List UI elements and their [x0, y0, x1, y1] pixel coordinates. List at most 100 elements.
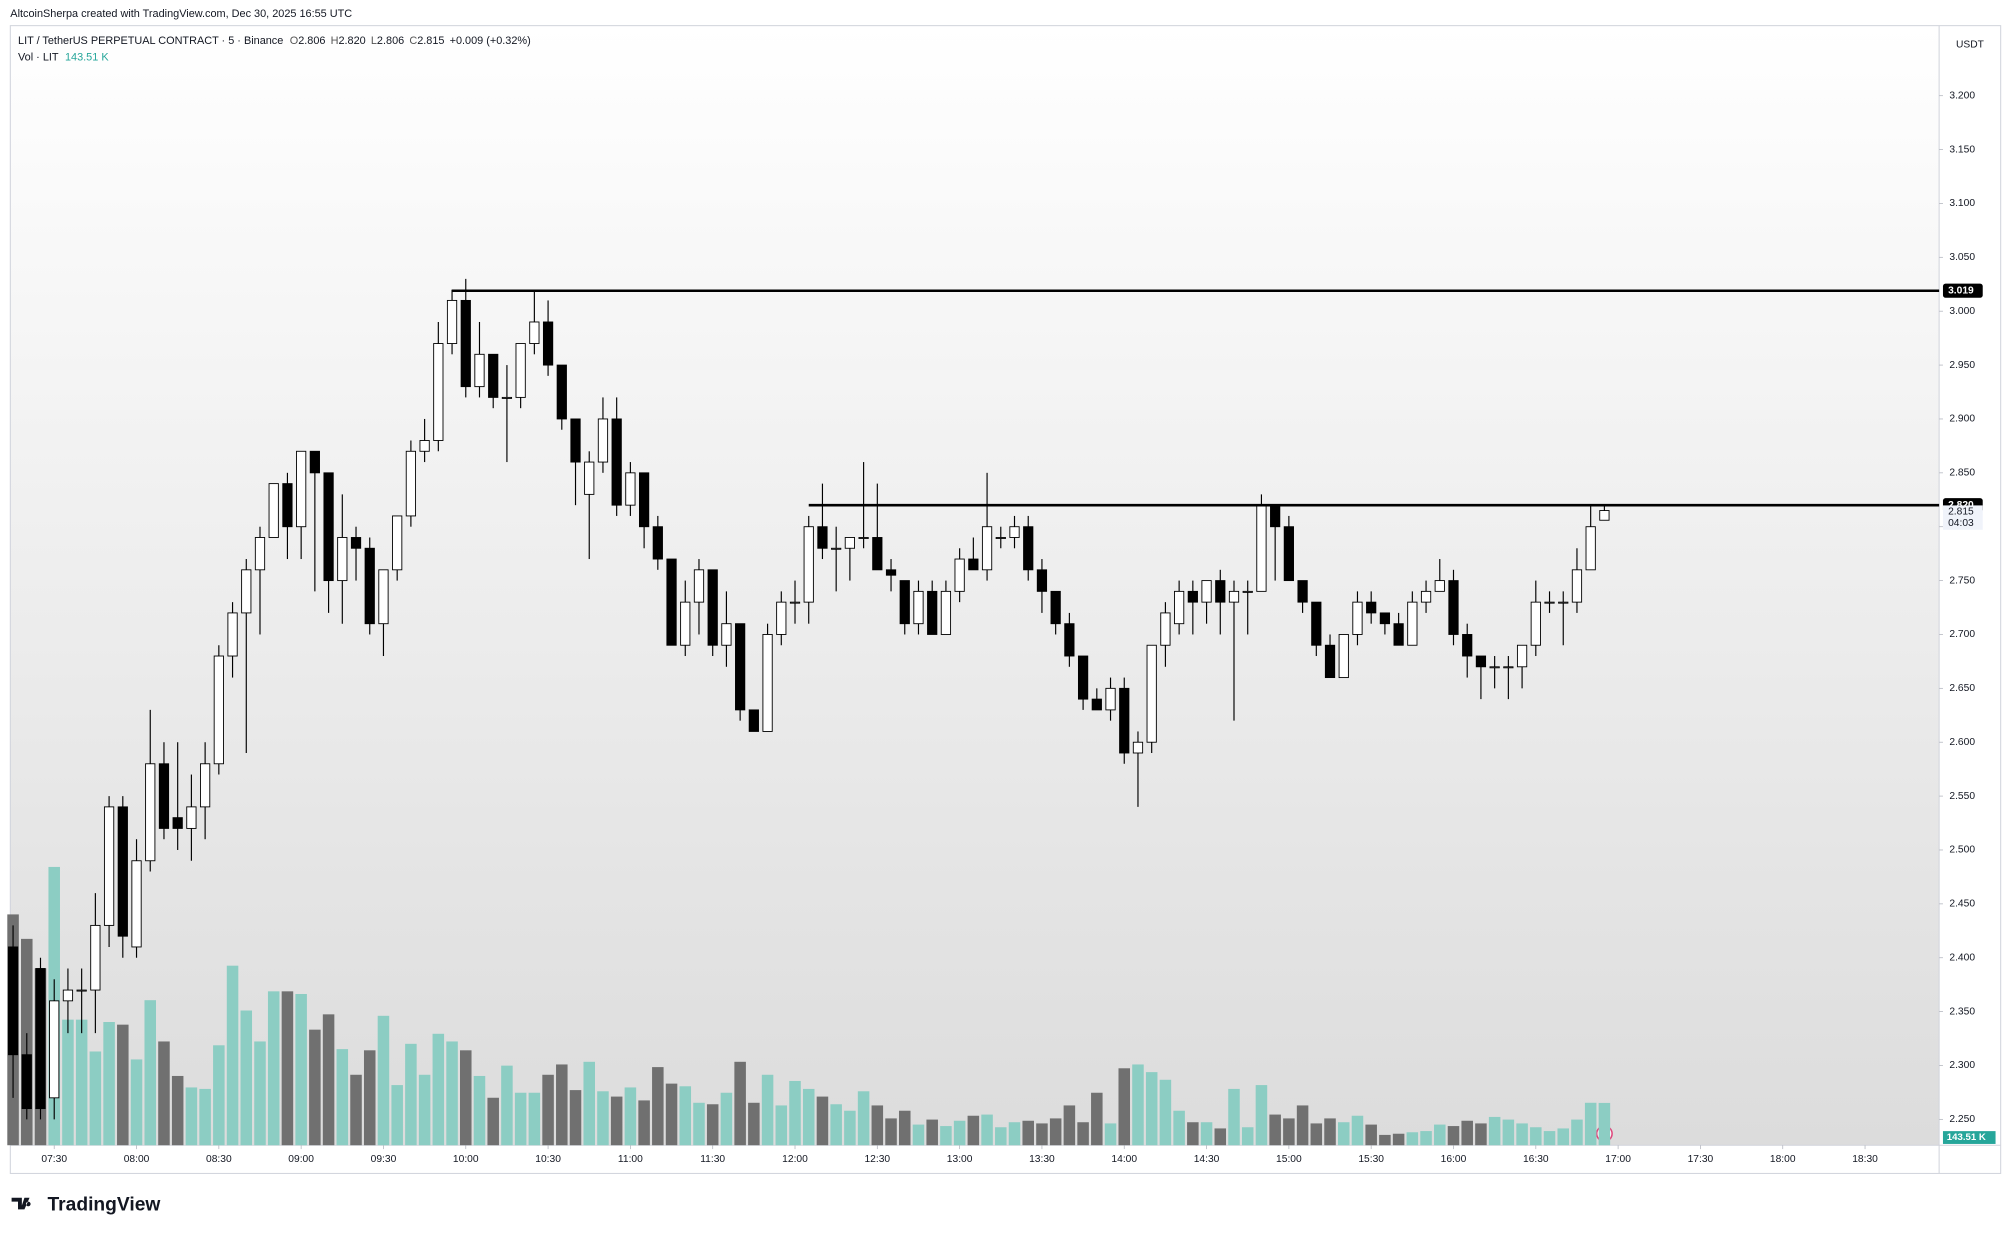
candle-body — [1585, 526, 1596, 571]
candle-body — [1366, 601, 1377, 614]
candle-body — [1352, 601, 1363, 635]
candle-body — [885, 569, 897, 576]
volume-bar — [1132, 1064, 1144, 1146]
candle-body — [405, 450, 417, 517]
volume-legend: Vol · LIT 143.51 K — [18, 52, 109, 64]
volume-bar — [473, 1075, 486, 1146]
x-tick-label: 17:30 — [1688, 1154, 1714, 1165]
volume-bar — [1187, 1122, 1199, 1146]
candle-body — [1503, 666, 1514, 669]
candle-body — [597, 418, 609, 463]
candle-body — [1242, 590, 1253, 593]
candle-body — [1283, 526, 1294, 582]
volume-bar — [816, 1096, 829, 1146]
candle-body — [817, 526, 828, 549]
volume-bar — [610, 1096, 623, 1146]
logo-text: TradingView — [48, 1195, 161, 1216]
candle-body — [1407, 601, 1418, 646]
volume-bar — [830, 1104, 842, 1146]
volume-bar — [514, 1092, 527, 1146]
candle-body — [1420, 590, 1432, 603]
volume-bar — [62, 1019, 74, 1146]
candle-body — [1187, 590, 1198, 603]
volume-bar — [597, 1091, 609, 1146]
candle-body — [707, 569, 718, 646]
candle-body — [1105, 687, 1116, 711]
volume-bar — [1159, 1079, 1172, 1146]
y-tick-label: 2.900 — [1949, 414, 1975, 425]
x-tick-label: 16:30 — [1523, 1154, 1549, 1165]
volume-bar — [418, 1074, 431, 1146]
volume-bar — [995, 1127, 1007, 1146]
candle-body — [529, 321, 540, 344]
y-tick-label: 2.300 — [1949, 1060, 1975, 1071]
volume-bar — [556, 1064, 568, 1146]
volume-bar — [912, 1124, 925, 1146]
volume-bar — [1200, 1122, 1213, 1146]
candle-body — [474, 353, 485, 388]
volume-bar — [1283, 1118, 1295, 1146]
volume-bar — [1173, 1110, 1185, 1146]
x-tick-label: 14:30 — [1194, 1154, 1220, 1165]
volume-bar — [199, 1088, 211, 1146]
y-tick-label: 3.050 — [1949, 252, 1975, 263]
volume-bar — [1008, 1122, 1021, 1146]
candle-body — [1228, 590, 1240, 603]
candle-body — [145, 763, 156, 862]
candle-body — [1270, 504, 1281, 528]
volume-bar — [281, 991, 294, 1146]
candle-body — [378, 569, 389, 625]
volume-bar — [322, 1014, 335, 1146]
candle-body — [1064, 623, 1075, 657]
candle-body — [638, 472, 650, 528]
candle-body — [1297, 580, 1308, 603]
candle-body — [90, 924, 101, 991]
volume-bar — [940, 1126, 952, 1146]
ohlc-value: 2.820 — [338, 35, 365, 47]
volume-bar — [1118, 1068, 1131, 1146]
volume-bar — [624, 1087, 637, 1146]
candle-body — [666, 558, 677, 646]
candle-body — [296, 450, 307, 528]
candle-body — [927, 590, 938, 635]
candle-body — [1050, 590, 1061, 625]
ohlc-value: 2.815 — [417, 35, 444, 47]
candle-body — [844, 537, 855, 549]
volume-bar — [706, 1104, 719, 1146]
symbol: LIT / TetherUS PERPETUAL CONTRACT · 5 · … — [18, 35, 283, 47]
candle-body — [625, 472, 636, 506]
x-tick-label: 09:00 — [288, 1154, 314, 1165]
candle-body — [158, 763, 170, 829]
last-price: 2.815 — [1948, 507, 1974, 518]
volume-bar — [1269, 1114, 1281, 1146]
volume-bar — [844, 1110, 856, 1146]
volume-bar — [1310, 1123, 1323, 1146]
ohlc-key: O — [290, 35, 298, 47]
candle-body — [1338, 634, 1349, 679]
level-tag-label: 3.019 — [1948, 285, 1974, 296]
x-tick-label: 13:30 — [1029, 1154, 1055, 1165]
candle-body — [268, 483, 279, 538]
candle-body — [364, 547, 375, 625]
volume-bar — [761, 1074, 774, 1146]
y-tick-label: 2.400 — [1949, 952, 1975, 963]
volume-bar — [542, 1074, 554, 1146]
volume-bar — [652, 1067, 664, 1146]
candle-body — [35, 968, 46, 1110]
volume-bar — [1228, 1088, 1240, 1146]
plot-background — [10, 25, 1940, 1146]
candle-body — [1036, 569, 1048, 592]
candle-body — [103, 806, 115, 926]
candle-body — [1311, 601, 1322, 646]
candle-body — [940, 590, 952, 635]
volume-name: Vol · LIT — [18, 52, 59, 64]
volume-bar — [1214, 1128, 1227, 1146]
volume-bar — [1145, 1072, 1158, 1146]
y-tick-label: 2.750 — [1949, 575, 1975, 586]
candle-body — [872, 537, 883, 571]
candle-body — [488, 353, 499, 398]
candle-body — [1448, 580, 1459, 635]
candle-body — [337, 537, 348, 582]
volume-bar — [1461, 1120, 1473, 1146]
price-tag — [1942, 505, 1983, 530]
